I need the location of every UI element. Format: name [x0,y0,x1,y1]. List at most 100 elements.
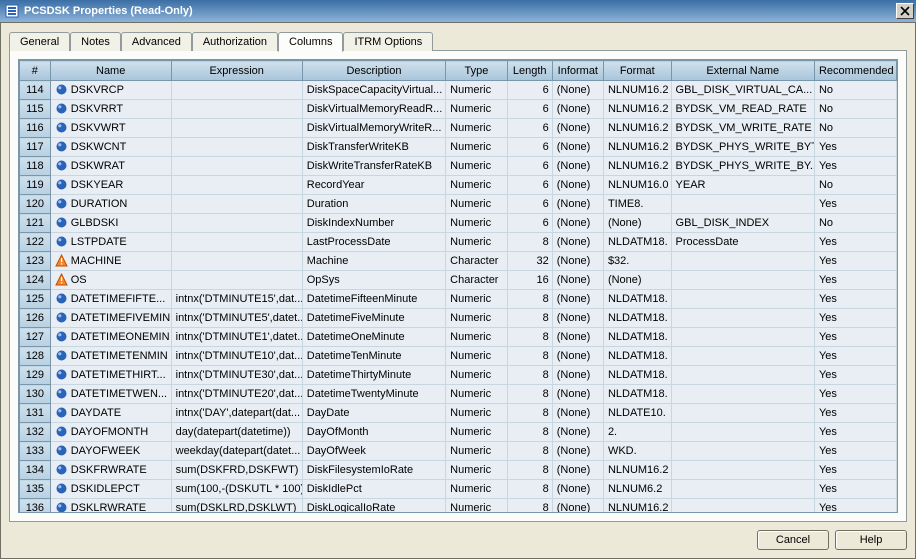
table-row[interactable]: 123MACHINEMachineCharacter32(None)$32.Ye… [20,252,897,271]
column-icon [55,463,69,477]
cell-recommended: Yes [814,385,896,404]
cell-format: NLDATM18. [603,347,671,366]
cell-recommended: Yes [814,252,896,271]
cell-type: Character [446,252,507,271]
cell-informat: (None) [552,404,603,423]
window-title: PCSDSK Properties (Read-Only) [24,5,896,17]
table-row[interactable]: 121GLBDSKIDiskIndexNumberNumeric6(None)(… [20,214,897,233]
close-button[interactable] [896,3,914,19]
table-scroll[interactable]: #NameExpressionDescriptionTypeLengthInfo… [19,60,897,512]
cell-name: DATETIMEONEMIN [50,328,171,347]
cell-external-name: YEAR [671,176,814,195]
cell-informat: (None) [552,176,603,195]
cell-expression [171,195,302,214]
column-icon [55,311,69,325]
table-row[interactable]: 128DATETIMETENMINintnx('DTMINUTE10',dat.… [20,347,897,366]
cell-name: DAYOFMONTH [50,423,171,442]
tab-authorization[interactable]: Authorization [192,32,278,51]
cell-expression [171,214,302,233]
help-button[interactable]: Help [835,530,907,550]
cell-recommended: Yes [814,461,896,480]
cell-description: DatetimeFifteenMinute [302,290,445,309]
button-bar: Cancel Help [9,522,907,550]
cell-recommended: No [814,119,896,138]
cell-type: Numeric [446,347,507,366]
cell-description: Machine [302,252,445,271]
cell-length: 8 [507,480,552,499]
cell-external-name [671,423,814,442]
cell-format: NLDATM18. [603,290,671,309]
cell-external-name [671,442,814,461]
col-header[interactable]: Format [603,61,671,81]
table-row[interactable]: 125DATETIMEFIFTE...intnx('DTMINUTE15',da… [20,290,897,309]
cell-type: Numeric [446,233,507,252]
cell-type: Numeric [446,309,507,328]
tab-itrm-options[interactable]: ITRM Options [343,32,433,51]
table-row[interactable]: 120DURATIONDurationNumeric6(None)TIME8.Y… [20,195,897,214]
table-row[interactable]: 127DATETIMEONEMINintnx('DTMINUTE1',datet… [20,328,897,347]
tab-notes[interactable]: Notes [70,32,121,51]
cell-format: NLNUM16.2 [603,81,671,100]
table-row[interactable]: 135DSKIDLEPCTsum(100,-(DSKUTL * 100))Dis… [20,480,897,499]
cell-name: OS [50,271,171,290]
column-icon [55,330,69,344]
cell-length: 8 [507,385,552,404]
cell-name: DSKYEAR [50,176,171,195]
table-row[interactable]: 126DATETIMEFIVEMINintnx('DTMINUTE5',date… [20,309,897,328]
tab-columns[interactable]: Columns [278,32,343,52]
table-row[interactable]: 118DSKWRATDiskWriteTransferRateKBNumeric… [20,157,897,176]
col-header[interactable]: Name [50,61,171,81]
col-header[interactable]: # [20,61,51,81]
cell-format: NLNUM16.2 [603,461,671,480]
cell-format: NLNUM16.2 [603,100,671,119]
table-row[interactable]: 136DSKLRWRATEsum(DSKLRD,DSKLWT)DiskLogic… [20,499,897,513]
col-header[interactable]: Type [446,61,507,81]
cell-informat: (None) [552,157,603,176]
table-row[interactable]: 124OSOpSysCharacter16(None)(None)Yes [20,271,897,290]
col-header[interactable]: Informat [552,61,603,81]
cell-format: NLNUM16.2 [603,138,671,157]
cell-type: Numeric [446,157,507,176]
table-row[interactable]: 119DSKYEARRecordYearNumeric6(None)NLNUM1… [20,176,897,195]
table-row[interactable]: 134DSKFRWRATEsum(DSKFRD,DSKFWT)DiskFiles… [20,461,897,480]
table-row[interactable]: 114DSKVRCPDiskSpaceCapacityVirtual...Num… [20,81,897,100]
col-header[interactable]: External Name [671,61,814,81]
table-row[interactable]: 122LSTPDATELastProcessDateNumeric8(None)… [20,233,897,252]
table-row[interactable]: 117DSKWCNTDiskTransferWriteKBNumeric6(No… [20,138,897,157]
cell-type: Numeric [446,176,507,195]
cell-expression: intnx('DTMINUTE30',dat... [171,366,302,385]
column-icon [55,368,69,382]
cell-recommended: Yes [814,290,896,309]
col-header[interactable]: Description [302,61,445,81]
cell-description: DatetimeTwentyMinute [302,385,445,404]
cell-type: Numeric [446,100,507,119]
table-row[interactable]: 130DATETIMETWEN...intnx('DTMINUTE20',dat… [20,385,897,404]
row-number: 135 [20,480,51,499]
cell-recommended: Yes [814,480,896,499]
cell-expression: weekday(datepart(datet... [171,442,302,461]
cell-expression: intnx('DTMINUTE1',datet... [171,328,302,347]
cancel-button[interactable]: Cancel [757,530,829,550]
table-row[interactable]: 132DAYOFMONTHday(datepart(datetime))DayO… [20,423,897,442]
cell-name: DATETIMEFIFTE... [50,290,171,309]
table-row[interactable]: 131DAYDATEintnx('DAY',datepart(dat...Day… [20,404,897,423]
tab-general[interactable]: General [9,32,70,51]
cell-external-name: GBL_DISK_VIRTUAL_CA... [671,81,814,100]
col-header[interactable]: Recommended [814,61,896,81]
table-row[interactable]: 116DSKVWRTDiskVirtualMemoryWriteR...Nume… [20,119,897,138]
table-row[interactable]: 129DATETIMETHIRT...intnx('DTMINUTE30',da… [20,366,897,385]
table-row[interactable]: 115DSKVRRTDiskVirtualMemoryReadR...Numer… [20,100,897,119]
cell-length: 8 [507,423,552,442]
table-row[interactable]: 133DAYOFWEEKweekday(datepart(datet...Day… [20,442,897,461]
row-number: 132 [20,423,51,442]
cell-description: RecordYear [302,176,445,195]
row-number: 119 [20,176,51,195]
col-header[interactable]: Expression [171,61,302,81]
cell-recommended: Yes [814,423,896,442]
row-number: 129 [20,366,51,385]
tab-panel-columns: #NameExpressionDescriptionTypeLengthInfo… [9,50,907,522]
tab-advanced[interactable]: Advanced [121,32,192,51]
cell-length: 8 [507,499,552,513]
cell-type: Numeric [446,195,507,214]
col-header[interactable]: Length [507,61,552,81]
